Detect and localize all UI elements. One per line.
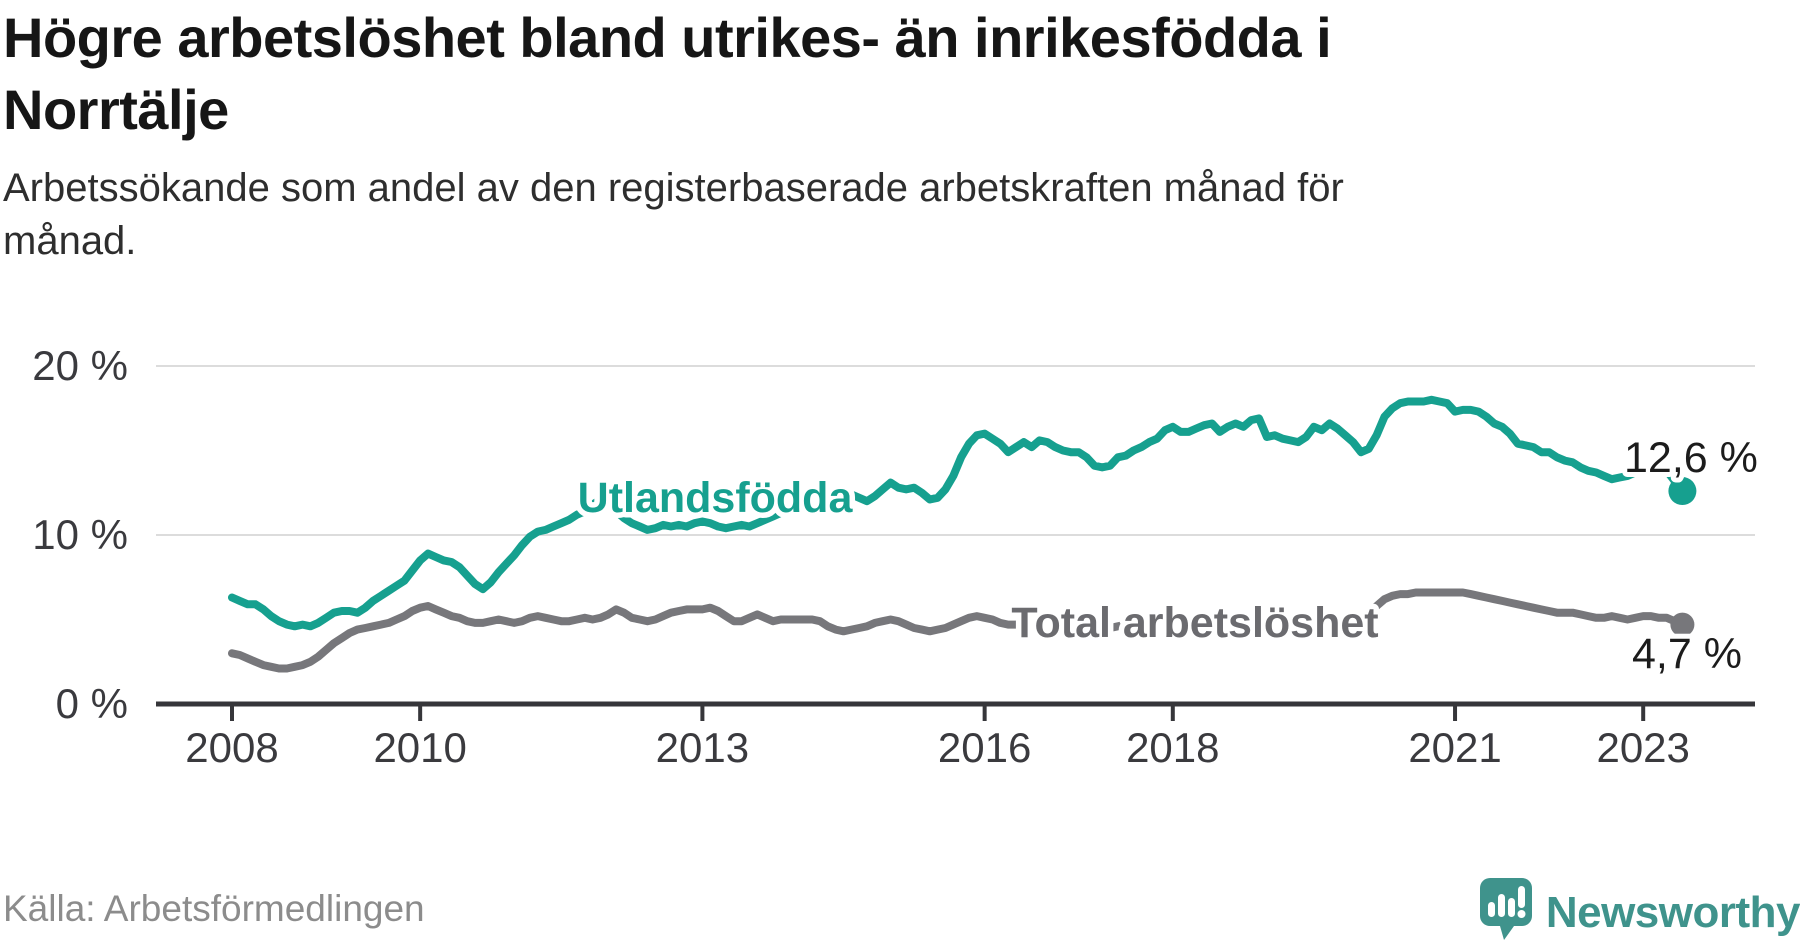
x-tick-label-2008: 2008 — [185, 724, 278, 771]
page-title-line1: Högre arbetslöshet bland utrikes- än inr… — [3, 6, 1332, 69]
y-tick-label-10: 10 % — [32, 511, 128, 558]
end-value-label-total: 4,7 % — [1632, 630, 1742, 678]
end-value-label-utlandsfodda: 12,6 % — [1624, 434, 1758, 482]
series-line-utlandsfodda — [228, 395, 1687, 631]
x-tick-label-2013: 2013 — [656, 724, 749, 771]
series-line-total — [228, 588, 1687, 673]
series-lines — [228, 395, 1697, 673]
logo-exclamation-bar — [1517, 886, 1525, 908]
y-tick-label-0: 0 % — [56, 680, 128, 727]
newsworthy-brand: Newsworthy — [1479, 878, 1800, 948]
x-axis: 2008 2010 2013 2016 2018 2021 2023 — [156, 701, 1755, 771]
x-tick-label-2023: 2023 — [1596, 724, 1689, 771]
series-end-dot-utlandsfodda — [1668, 477, 1697, 506]
page-title-line2: Norrtälje — [3, 78, 229, 141]
x-tick-label-2018: 2018 — [1126, 724, 1219, 771]
page-subtitle-line1: Arbetssökande som andel av den registerb… — [3, 166, 1344, 210]
series-end-dot-total — [1670, 612, 1695, 637]
x-tick-label-2021: 2021 — [1408, 724, 1501, 771]
page-subtitle-line2: månad. — [3, 219, 137, 263]
logo-exclamation-dot — [1517, 910, 1526, 918]
source-note: Källa: Arbetsförmedlingen — [3, 888, 425, 929]
x-tick-label-2010: 2010 — [373, 724, 466, 771]
logo-bar-1 — [1487, 902, 1495, 917]
newsworthy-logo-icon — [1479, 878, 1532, 940]
y-tick-label-20: 20 % — [32, 342, 128, 389]
logo-bar-3 — [1507, 898, 1515, 917]
gridlines — [156, 365, 1755, 536]
page-title: Högre arbetslöshet bland utrikes- än inr… — [3, 2, 1563, 146]
x-tick-label-2016: 2016 — [938, 724, 1031, 771]
series-label-utlandsfodda: Utlandsfödda — [578, 474, 854, 522]
logo-bar-2 — [1497, 894, 1505, 917]
page-subtitle: Arbetssökande som andel av den registerb… — [3, 162, 1563, 268]
series-label-total: Total arbetslöshet — [1011, 599, 1378, 647]
annotations: 20 % 10 % 0 % Utlandsfödda Total arbetslöshe… — [32, 342, 1763, 727]
brand-name: Newsworthy — [1545, 888, 1800, 937]
